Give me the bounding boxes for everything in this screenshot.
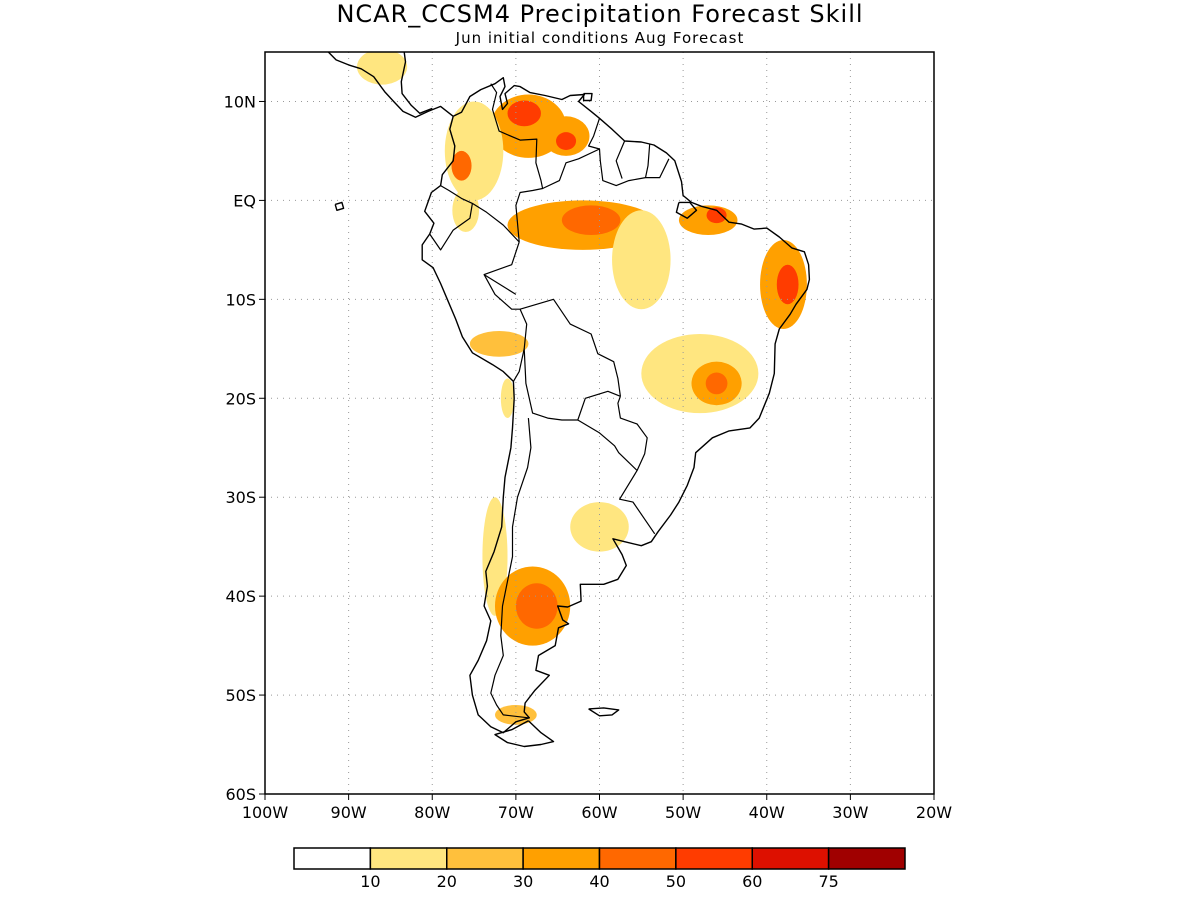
skill-region-17 [469,330,529,357]
lon-tick-label: 20W [916,803,952,822]
longitude-axis: 100W 90W 80W 70W 60W 50W 40W 30W 20W [242,794,952,822]
chart-title: NCAR_CCSM4 Precipitation Forecast Skill [336,0,864,28]
skill-shading [356,52,807,725]
border-9 [588,118,670,187]
lon-tick-label: 40W [749,803,785,822]
lon-tick-label: 60W [581,803,617,822]
border-0 [490,83,544,243]
lat-tick-label: 10S [225,290,256,309]
colorbar-label: 40 [589,872,609,891]
skill-region-22 [515,583,558,629]
grid-lines [265,52,934,794]
border-12 [542,148,600,190]
skill-region-3 [556,132,577,150]
skill-region-6 [452,188,480,233]
colorbar-label: 20 [437,872,457,891]
border-8 [490,418,532,719]
colorbar-swatch-4 [598,847,677,870]
skill-region-13 [776,264,799,305]
coastline-5 [588,707,620,717]
border-2 [429,203,473,251]
skill-region-23 [494,704,537,725]
colorbar-label: 75 [818,872,838,891]
border-5 [523,348,621,421]
coastline-4 [494,720,555,748]
lat-tick-label: 60S [225,785,256,804]
lat-tick-label: 50S [225,686,256,705]
lon-tick-label: 70W [498,803,534,822]
lon-tick-label: 100W [242,803,289,822]
chart-subtitle: Jun initial conditions Aug Forecast [455,29,745,47]
border-10 [615,140,626,179]
border-3 [483,241,528,382]
lat-tick-label: EQ [233,191,256,210]
colorbar: 10 20 30 40 50 60 75 [293,847,906,891]
lat-tick-label: 40S [225,587,256,606]
border-6 [577,396,648,472]
coastline-8 [334,201,345,211]
colorbar-swatch-3 [522,847,601,870]
colorbar-label: 30 [513,872,533,891]
coastline-6 [582,92,593,102]
coastline-7 [675,201,698,219]
lat-tick-label: 30S [225,488,256,507]
coastline-2 [344,0,403,49]
border-4 [519,298,621,397]
coastline-3 [400,52,433,114]
colorbar-swatch-2 [446,847,524,870]
latitude-axis: 10N EQ 10S 20S 30S 40S 50S 60S [224,92,265,804]
skill-region-18 [500,378,515,419]
skill-region-10 [678,205,738,236]
skill-region-8 [561,205,621,236]
border-7 [619,470,656,535]
lon-tick-label: 80W [414,803,450,822]
border-11 [644,143,651,178]
colorbar-label: 60 [742,872,762,891]
colorbar-swatch-0 [293,847,372,870]
lon-tick-label: 30W [832,803,868,822]
lon-tick-label: 90W [331,803,367,822]
colorbar-swatch-1 [369,847,448,870]
skill-region-16 [705,372,728,395]
lon-tick-label: 50W [665,803,701,822]
skill-region-24 [356,52,408,85]
coastlines [327,0,811,748]
lat-tick-label: 20S [225,389,256,408]
lat-tick-label: 10N [224,92,256,111]
skill-region-1 [507,100,541,127]
colorbar-swatch-7 [827,847,906,870]
skill-region-5 [451,150,472,181]
coastline-1 [327,52,454,118]
colorbar-label: 50 [666,872,686,891]
skill-region-11 [706,207,727,224]
colorbar-swatch-5 [675,847,753,870]
border-13 [483,274,517,295]
skill-region-9 [612,210,671,310]
colorbar-swatch-6 [751,847,830,870]
colorbar-label: 10 [360,872,380,891]
